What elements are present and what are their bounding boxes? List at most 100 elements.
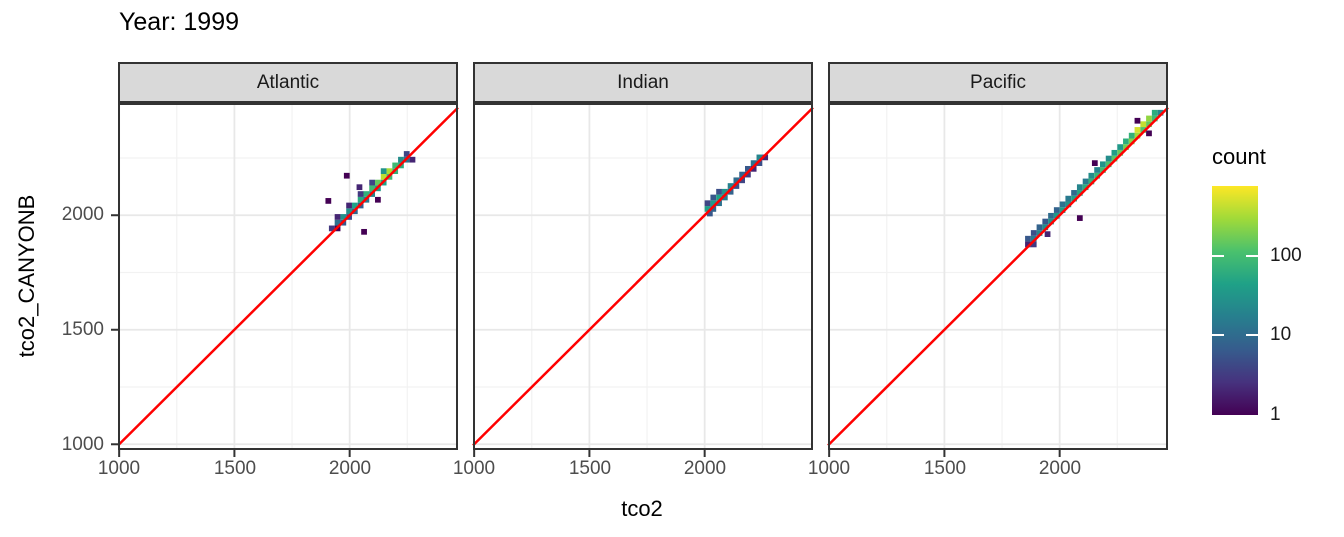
bin2d-cell	[1134, 117, 1141, 124]
bin2d-cell	[727, 188, 734, 195]
x-tick-label: 1000	[452, 458, 496, 479]
bin2d-cell	[710, 194, 717, 201]
bin2d-cell	[762, 154, 769, 161]
bin2d-cell	[1134, 132, 1141, 139]
bin2d-cell	[704, 200, 711, 207]
bin2d-cell	[351, 202, 358, 209]
legend-tick-mark	[1212, 334, 1224, 337]
bin2d-cell	[1065, 195, 1072, 202]
legend-title: count	[1212, 144, 1266, 169]
bin2d-cell	[1048, 212, 1054, 219]
bin2d-cell	[375, 196, 381, 203]
bin2d-cell	[1105, 161, 1112, 168]
bin2d-cell	[1111, 155, 1118, 162]
bin2d-cell	[1123, 138, 1129, 145]
x-tick-label: 1500	[213, 458, 257, 479]
bin2d-cell	[1059, 207, 1066, 213]
bin2d-cell	[357, 196, 364, 203]
bin2d-cell	[1044, 231, 1051, 237]
bin2d-cell	[1134, 127, 1141, 133]
x-axis-label: tco2	[621, 496, 663, 521]
bin2d-cell	[1036, 230, 1043, 236]
legend-tick-label: 10	[1270, 324, 1292, 346]
facet-strip-indian: Indian	[473, 62, 813, 103]
bin2d-cell	[1076, 190, 1083, 196]
bin2d-cell	[1076, 215, 1083, 221]
bin2d-cell	[1025, 241, 1031, 248]
x-tick-label: 1000	[97, 458, 141, 479]
bin2d-cell	[356, 184, 363, 191]
bin2d-cell	[727, 183, 734, 189]
x-tick-label: 1500	[568, 458, 612, 479]
facet-strip-pacific: Pacific	[828, 62, 1168, 103]
bin2d-cell	[721, 188, 728, 195]
x-tick-label: 1500	[923, 458, 967, 479]
bin2d-cell	[340, 214, 347, 220]
bin2d-cell	[398, 156, 404, 163]
identity-line	[117, 106, 459, 447]
x-tick-label: 2000	[1038, 458, 1082, 479]
bin2d-cell	[361, 228, 367, 235]
bin2d-cell	[756, 154, 763, 161]
bin2d-cell	[346, 208, 352, 215]
panel-atlantic	[111, 103, 459, 457]
bin2d-cell	[710, 200, 717, 207]
bin2d-cell	[733, 177, 740, 184]
legend-tick-mark	[1212, 254, 1224, 257]
bin2d-cell	[1053, 212, 1060, 219]
bin2d-cell	[1094, 172, 1100, 179]
bin2d-cell	[403, 151, 410, 157]
bin2d-cell	[357, 191, 364, 197]
y-tick-label: 1000	[61, 434, 104, 455]
bin2d-cell	[1048, 218, 1054, 225]
bin2d-cell	[1036, 224, 1043, 231]
bin2d-cell	[716, 194, 722, 201]
x-tick-label: 1000	[807, 458, 851, 479]
legend-tick-mark	[1246, 254, 1258, 257]
bin2d-cell	[1030, 230, 1037, 236]
legend-colorbar	[1212, 186, 1258, 415]
bin2d-cell	[1146, 121, 1152, 128]
bin2d-cell	[369, 179, 376, 186]
bin2d-cell	[1030, 235, 1037, 242]
bin2d-cell	[334, 214, 341, 220]
bin2d-cell	[1025, 235, 1031, 242]
panel-indian	[472, 103, 814, 457]
bin2d-cell	[750, 160, 757, 166]
bin2d-cell	[343, 172, 350, 179]
bin2d-cell	[1123, 144, 1129, 150]
bin2d-cell	[739, 171, 745, 178]
x-tick-label: 2000	[683, 458, 727, 479]
bin2d-cell	[1128, 138, 1135, 145]
bin2d-cell	[1100, 167, 1106, 173]
bin2d-cell	[380, 174, 387, 180]
facet-strip-label: Pacific	[970, 71, 1026, 93]
bin2d-cell	[1030, 241, 1037, 248]
bin2d-cell	[739, 177, 745, 184]
bin2d-cell	[369, 185, 376, 192]
facet-strip-label: Atlantic	[256, 71, 320, 93]
y-tick-label: 1500	[61, 319, 104, 340]
panel-border	[473, 103, 813, 450]
bin2d-cell	[1088, 178, 1095, 185]
bin2d-cell	[346, 202, 352, 209]
bin2d-cell	[706, 210, 713, 217]
bin2d-cell	[1117, 144, 1124, 150]
bin2d-cell	[1100, 161, 1106, 168]
bin2d-cell	[1094, 167, 1100, 173]
bin2d-cell	[334, 219, 341, 226]
bin2d-cell	[328, 225, 335, 232]
bin2d-cell	[1157, 109, 1164, 116]
bin2d-cell	[1146, 115, 1152, 122]
bin2d-cell	[704, 206, 711, 212]
bin2d-cell	[1140, 127, 1147, 133]
identity-line	[827, 106, 1169, 447]
facet-strip-atlantic: Atlantic	[118, 62, 458, 103]
bin2d-cell	[1105, 155, 1112, 162]
bin2d-cell	[750, 165, 757, 172]
panel-border	[118, 103, 458, 450]
bin2d-cell	[409, 156, 416, 163]
bin2d-cell	[1065, 201, 1072, 208]
bin2d-cell	[1128, 132, 1135, 139]
bin2d-cell	[1111, 149, 1118, 156]
